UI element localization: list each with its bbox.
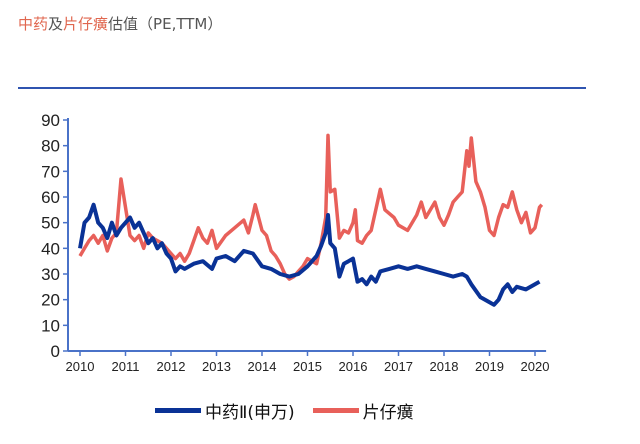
y-tick-label: 70 bbox=[41, 162, 60, 181]
legend-label-1: 片仔癀 bbox=[362, 403, 414, 423]
x-tick-label: 2018 bbox=[430, 359, 459, 374]
x-tick-label: 2010 bbox=[66, 359, 95, 374]
x-tick-label: 2016 bbox=[339, 359, 368, 374]
title-highlight-1: 中药 bbox=[18, 15, 49, 33]
x-tick-label: 2012 bbox=[157, 359, 186, 374]
x-tick-label: 2019 bbox=[475, 359, 504, 374]
series-line-1 bbox=[78, 133, 544, 281]
x-tick-label: 2014 bbox=[248, 359, 277, 374]
x-tick-label: 2013 bbox=[202, 359, 231, 374]
x-tick-label: 2011 bbox=[112, 359, 140, 374]
y-tick-label: 50 bbox=[41, 214, 60, 233]
title-divider bbox=[18, 87, 586, 89]
y-tick-label: 80 bbox=[41, 137, 60, 156]
series-line-0 bbox=[78, 202, 541, 307]
legend-label-0: 中药Ⅱ(申万) bbox=[205, 403, 295, 423]
title-text-1: 及 bbox=[48, 15, 64, 33]
x-tick-label: 2020 bbox=[521, 359, 550, 374]
legend: 中药Ⅱ(申万) 片仔癀 bbox=[155, 398, 414, 423]
legend-swatch-1 bbox=[312, 408, 359, 413]
chart-title: 中药及片仔癀估值（PE,TTM） bbox=[18, 13, 222, 34]
y-tick-label: 30 bbox=[41, 265, 60, 284]
x-tick-label: 2017 bbox=[384, 359, 413, 374]
title-highlight-2: 片仔癀 bbox=[63, 15, 109, 33]
y-tick-label: 10 bbox=[41, 316, 60, 335]
title-text-2: 估值（PE,TTM） bbox=[108, 15, 223, 33]
y-tick-label: 40 bbox=[41, 239, 60, 258]
legend-swatch-0 bbox=[155, 408, 201, 413]
x-tick-label: 2015 bbox=[293, 359, 322, 374]
y-tick-label: 90 bbox=[41, 111, 60, 130]
y-tick-label: 60 bbox=[41, 188, 60, 207]
y-tick-label: 0 bbox=[51, 342, 60, 361]
y-tick-label: 20 bbox=[41, 291, 60, 310]
